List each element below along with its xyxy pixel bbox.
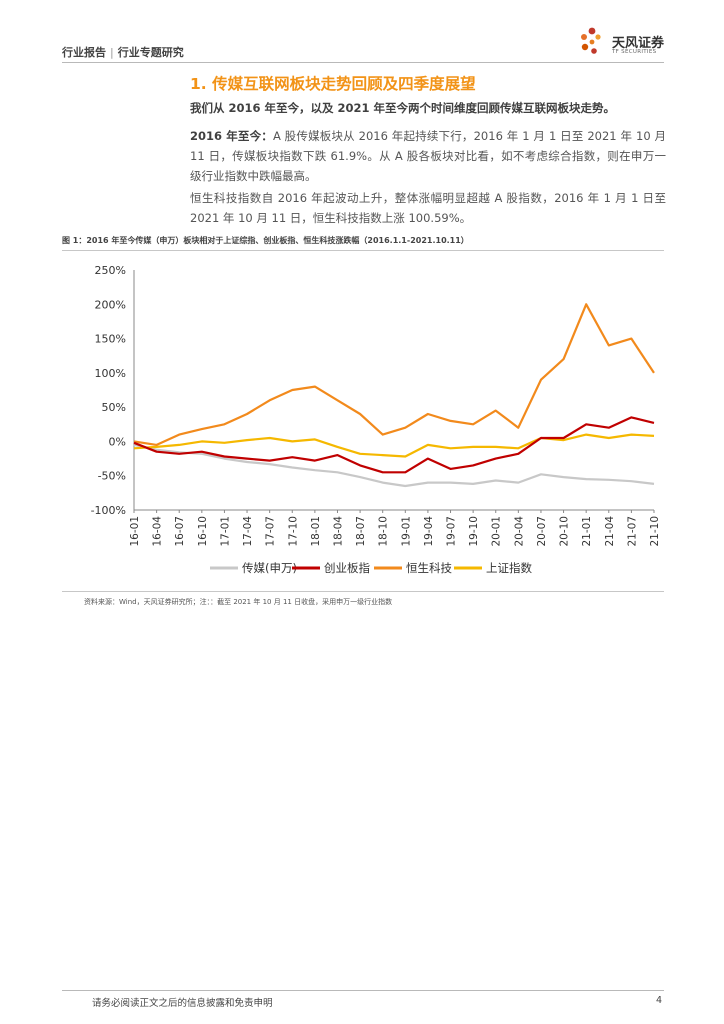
y-tick-label: 0%: [109, 435, 126, 448]
x-tick-label: 18-01: [310, 516, 322, 547]
series-line-2: [133, 303, 655, 446]
breadcrumb: 行业报告 | 行业专题研究: [62, 44, 184, 60]
breadcrumb-report-type: 行业报告: [62, 46, 106, 59]
x-tick-label: 19-04: [423, 516, 435, 547]
footer-disclaimer: 请务必阅读正文之后的信息披露和免责申明: [92, 998, 273, 1009]
legend-label-2: 恒生科技: [406, 561, 452, 575]
x-tick-label: 16-10: [197, 516, 209, 547]
x-tick-label: 21-01: [581, 516, 593, 547]
figure-source: 资料来源：Wind，天风证券研究所；注：：截至 2021 年 10 月 11 日…: [84, 598, 393, 606]
y-tick-label: 250%: [95, 264, 126, 277]
x-tick-label: 19-10: [468, 516, 480, 547]
section-lead: 我们从 2016 年至今，以及 2021 年至今两个时间维度回顾传媒互联网板块走…: [190, 101, 616, 115]
x-tick-label: 17-01: [219, 516, 231, 547]
x-tick-label: 18-07: [355, 516, 367, 547]
x-tick-label: 16-07: [174, 516, 186, 547]
paragraph-since-2016-text: A 股传媒板块从 2016 年起持续下行，2016 年 1 月 1 日至 202…: [190, 129, 666, 183]
x-tick-label: 20-01: [491, 516, 503, 547]
x-tick-label: 19-01: [400, 516, 412, 547]
x-tick-label: 16-04: [152, 516, 164, 547]
series-line-3: [133, 433, 655, 458]
header-divider: [62, 62, 664, 63]
company-logo-icon: [581, 27, 601, 54]
legend-label-3: 上证指数: [486, 561, 532, 575]
y-tick-label: 100%: [95, 367, 126, 380]
legend-label-1: 创业板指: [324, 561, 370, 575]
y-tick-label: -50%: [98, 470, 126, 483]
legend-label-0: 传媒(申万): [242, 561, 297, 575]
footer-divider: [62, 990, 664, 991]
x-tick-label: 20-04: [513, 516, 525, 547]
figure-top-rule: [62, 250, 664, 251]
x-tick-label: 21-07: [626, 516, 638, 547]
figure-bottom-rule: [62, 591, 664, 592]
paragraph-since-2016-label: 2016 年至今：: [190, 129, 273, 143]
x-tick-label: 21-04: [604, 516, 616, 547]
x-tick-label: 17-10: [287, 516, 299, 547]
breadcrumb-separator: |: [110, 46, 114, 59]
y-tick-label: -100%: [91, 504, 126, 517]
x-tick-label: 18-04: [332, 516, 344, 547]
section-title: 1. 传媒互联网板块走势回顾及四季度展望: [190, 75, 476, 93]
x-tick-label: 20-07: [536, 516, 548, 547]
x-tick-label: 18-10: [378, 516, 390, 547]
x-tick-label: 17-07: [265, 516, 277, 547]
page-number: 4: [655, 995, 662, 1006]
y-tick-label: 200%: [95, 298, 126, 311]
company-logo-subtitle: TF SECURITIES: [612, 49, 657, 55]
breadcrumb-report-subtype: 行业专题研究: [117, 46, 184, 59]
figure-caption: 图 1：2016 年至今传媒（申万）板块相对于上证综指、创业板指、恒生科技涨跌幅…: [62, 236, 469, 245]
x-tick-label: 17-04: [242, 516, 254, 547]
company-logo-name: 天风证券: [612, 36, 665, 51]
paragraph-since-2016: 2016 年至今：A 股传媒板块从 2016 年起持续下行，2016 年 1 月…: [190, 126, 666, 186]
y-tick-label: 150%: [95, 333, 126, 346]
x-tick-label: 20-10: [559, 516, 571, 547]
y-tick-label: 50%: [102, 401, 126, 414]
line-chart: 250% 200% 150% 100% 50% 0% -50% -100% 16-01 16-0…: [91, 264, 661, 575]
x-tick-label: 21-10: [649, 516, 661, 547]
series-line-0: [133, 443, 655, 488]
x-tick-label: 16-01: [129, 516, 141, 547]
paragraph-hstech: 恒生科技指数自 2016 年起波动上升，整体涨幅明显超越 A 股指数，2016 …: [190, 191, 666, 225]
series-line-1: [133, 416, 655, 474]
x-tick-label: 19-07: [446, 516, 458, 547]
